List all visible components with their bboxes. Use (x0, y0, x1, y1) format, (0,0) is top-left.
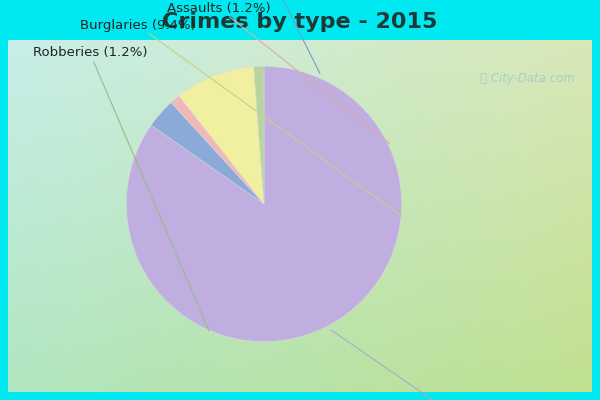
Text: Burglaries (9.4%): Burglaries (9.4%) (80, 19, 401, 216)
Wedge shape (151, 102, 264, 204)
Wedge shape (179, 67, 264, 204)
Wedge shape (127, 66, 401, 342)
Wedge shape (254, 66, 264, 204)
Text: Auto thefts (3.5%): Auto thefts (3.5%) (218, 0, 340, 73)
Text: Robberies (1.2%): Robberies (1.2%) (32, 46, 209, 331)
Text: Assaults (1.2%): Assaults (1.2%) (167, 2, 389, 144)
Text: Thefts (84.7%): Thefts (84.7%) (331, 330, 506, 400)
Text: Crimes by type - 2015: Crimes by type - 2015 (163, 12, 437, 32)
Wedge shape (171, 96, 264, 204)
Text: ⓘ City-Data.com: ⓘ City-Data.com (479, 72, 574, 85)
